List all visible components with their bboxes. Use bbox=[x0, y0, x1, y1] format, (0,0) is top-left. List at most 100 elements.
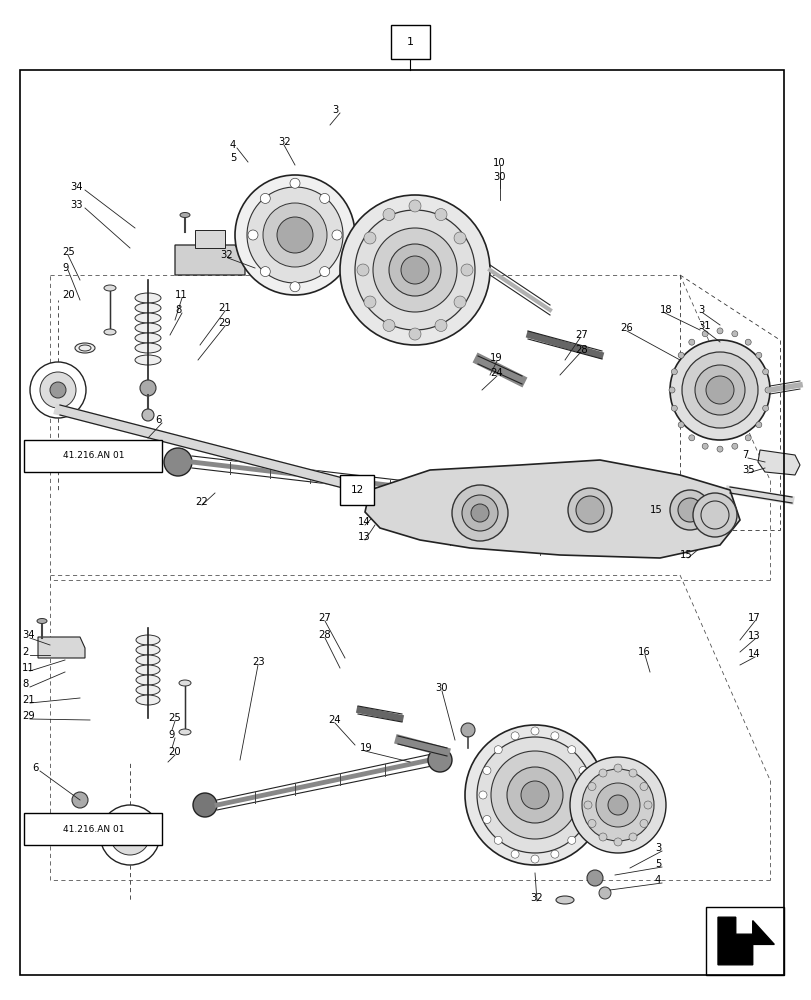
Ellipse shape bbox=[583, 801, 591, 809]
Ellipse shape bbox=[762, 369, 768, 375]
Text: 33: 33 bbox=[70, 200, 83, 210]
Ellipse shape bbox=[260, 193, 270, 203]
Ellipse shape bbox=[135, 323, 161, 333]
Text: 3: 3 bbox=[697, 305, 703, 315]
Ellipse shape bbox=[427, 748, 452, 772]
Ellipse shape bbox=[135, 355, 161, 365]
Ellipse shape bbox=[135, 313, 161, 323]
Bar bbox=[706, 907, 783, 975]
Ellipse shape bbox=[510, 850, 518, 858]
Text: 21: 21 bbox=[22, 695, 35, 705]
Ellipse shape bbox=[193, 793, 217, 817]
Text: 32: 32 bbox=[530, 893, 542, 903]
Ellipse shape bbox=[506, 767, 562, 823]
Ellipse shape bbox=[587, 819, 595, 827]
Text: 10: 10 bbox=[492, 158, 505, 168]
Ellipse shape bbox=[578, 816, 586, 824]
Ellipse shape bbox=[731, 331, 737, 337]
Ellipse shape bbox=[671, 405, 676, 411]
Ellipse shape bbox=[530, 855, 539, 863]
Ellipse shape bbox=[629, 769, 636, 777]
Ellipse shape bbox=[550, 732, 558, 740]
Ellipse shape bbox=[50, 382, 66, 398]
Ellipse shape bbox=[388, 244, 440, 296]
Ellipse shape bbox=[470, 504, 488, 522]
Ellipse shape bbox=[681, 352, 757, 428]
Ellipse shape bbox=[556, 896, 573, 904]
Ellipse shape bbox=[702, 443, 707, 449]
Ellipse shape bbox=[483, 766, 491, 774]
Ellipse shape bbox=[677, 352, 684, 358]
Ellipse shape bbox=[762, 405, 768, 411]
Bar bbox=[340, 475, 374, 505]
Ellipse shape bbox=[550, 850, 558, 858]
Ellipse shape bbox=[716, 328, 722, 334]
Ellipse shape bbox=[135, 293, 161, 303]
Text: 6: 6 bbox=[155, 415, 161, 425]
Ellipse shape bbox=[142, 409, 154, 421]
Ellipse shape bbox=[702, 331, 707, 337]
Ellipse shape bbox=[135, 333, 161, 343]
Ellipse shape bbox=[688, 435, 694, 441]
Text: 27: 27 bbox=[574, 330, 587, 340]
Ellipse shape bbox=[688, 339, 694, 345]
Polygon shape bbox=[717, 917, 774, 965]
Text: 19: 19 bbox=[489, 353, 502, 363]
Ellipse shape bbox=[581, 769, 653, 841]
Text: 16: 16 bbox=[637, 647, 650, 657]
Ellipse shape bbox=[599, 887, 610, 899]
Ellipse shape bbox=[510, 732, 518, 740]
Polygon shape bbox=[38, 637, 85, 658]
Ellipse shape bbox=[599, 769, 607, 777]
Ellipse shape bbox=[755, 422, 761, 428]
Ellipse shape bbox=[461, 495, 497, 531]
Text: 26: 26 bbox=[620, 323, 632, 333]
Ellipse shape bbox=[716, 446, 722, 452]
Text: 28: 28 bbox=[318, 630, 330, 640]
Text: 3: 3 bbox=[332, 105, 338, 115]
Ellipse shape bbox=[731, 443, 737, 449]
Text: 29: 29 bbox=[217, 318, 230, 328]
Text: 41.216.AN 01: 41.216.AN 01 bbox=[62, 452, 124, 460]
Ellipse shape bbox=[677, 498, 702, 522]
Ellipse shape bbox=[575, 496, 603, 524]
Ellipse shape bbox=[705, 376, 733, 404]
Text: 19: 19 bbox=[359, 743, 372, 753]
Ellipse shape bbox=[409, 328, 420, 340]
Ellipse shape bbox=[494, 746, 502, 754]
Ellipse shape bbox=[435, 319, 446, 331]
Ellipse shape bbox=[582, 791, 590, 799]
Ellipse shape bbox=[135, 645, 160, 655]
Ellipse shape bbox=[109, 815, 150, 855]
Text: 8: 8 bbox=[175, 305, 181, 315]
Ellipse shape bbox=[121, 826, 139, 844]
Ellipse shape bbox=[135, 665, 160, 675]
Text: 30: 30 bbox=[435, 683, 447, 693]
Ellipse shape bbox=[639, 783, 647, 791]
Ellipse shape bbox=[178, 680, 191, 686]
Text: 23: 23 bbox=[251, 657, 264, 667]
Ellipse shape bbox=[567, 746, 575, 754]
Bar bbox=[390, 25, 429, 59]
Text: 5: 5 bbox=[230, 153, 236, 163]
Text: 9: 9 bbox=[62, 263, 68, 273]
Ellipse shape bbox=[340, 195, 489, 345]
Ellipse shape bbox=[530, 727, 539, 735]
Text: 24: 24 bbox=[489, 368, 502, 378]
Text: 32: 32 bbox=[220, 250, 232, 260]
Ellipse shape bbox=[764, 387, 770, 393]
Ellipse shape bbox=[75, 343, 95, 353]
Ellipse shape bbox=[139, 380, 156, 396]
Ellipse shape bbox=[135, 675, 160, 685]
Text: 4: 4 bbox=[230, 140, 236, 150]
Ellipse shape bbox=[694, 365, 744, 415]
Ellipse shape bbox=[453, 296, 466, 308]
Ellipse shape bbox=[599, 833, 607, 841]
Text: 18: 18 bbox=[659, 305, 672, 315]
Ellipse shape bbox=[613, 764, 621, 772]
Text: 11: 11 bbox=[175, 290, 187, 300]
Ellipse shape bbox=[135, 695, 160, 705]
Ellipse shape bbox=[383, 209, 394, 221]
Ellipse shape bbox=[383, 319, 394, 331]
Text: 1: 1 bbox=[406, 37, 413, 47]
